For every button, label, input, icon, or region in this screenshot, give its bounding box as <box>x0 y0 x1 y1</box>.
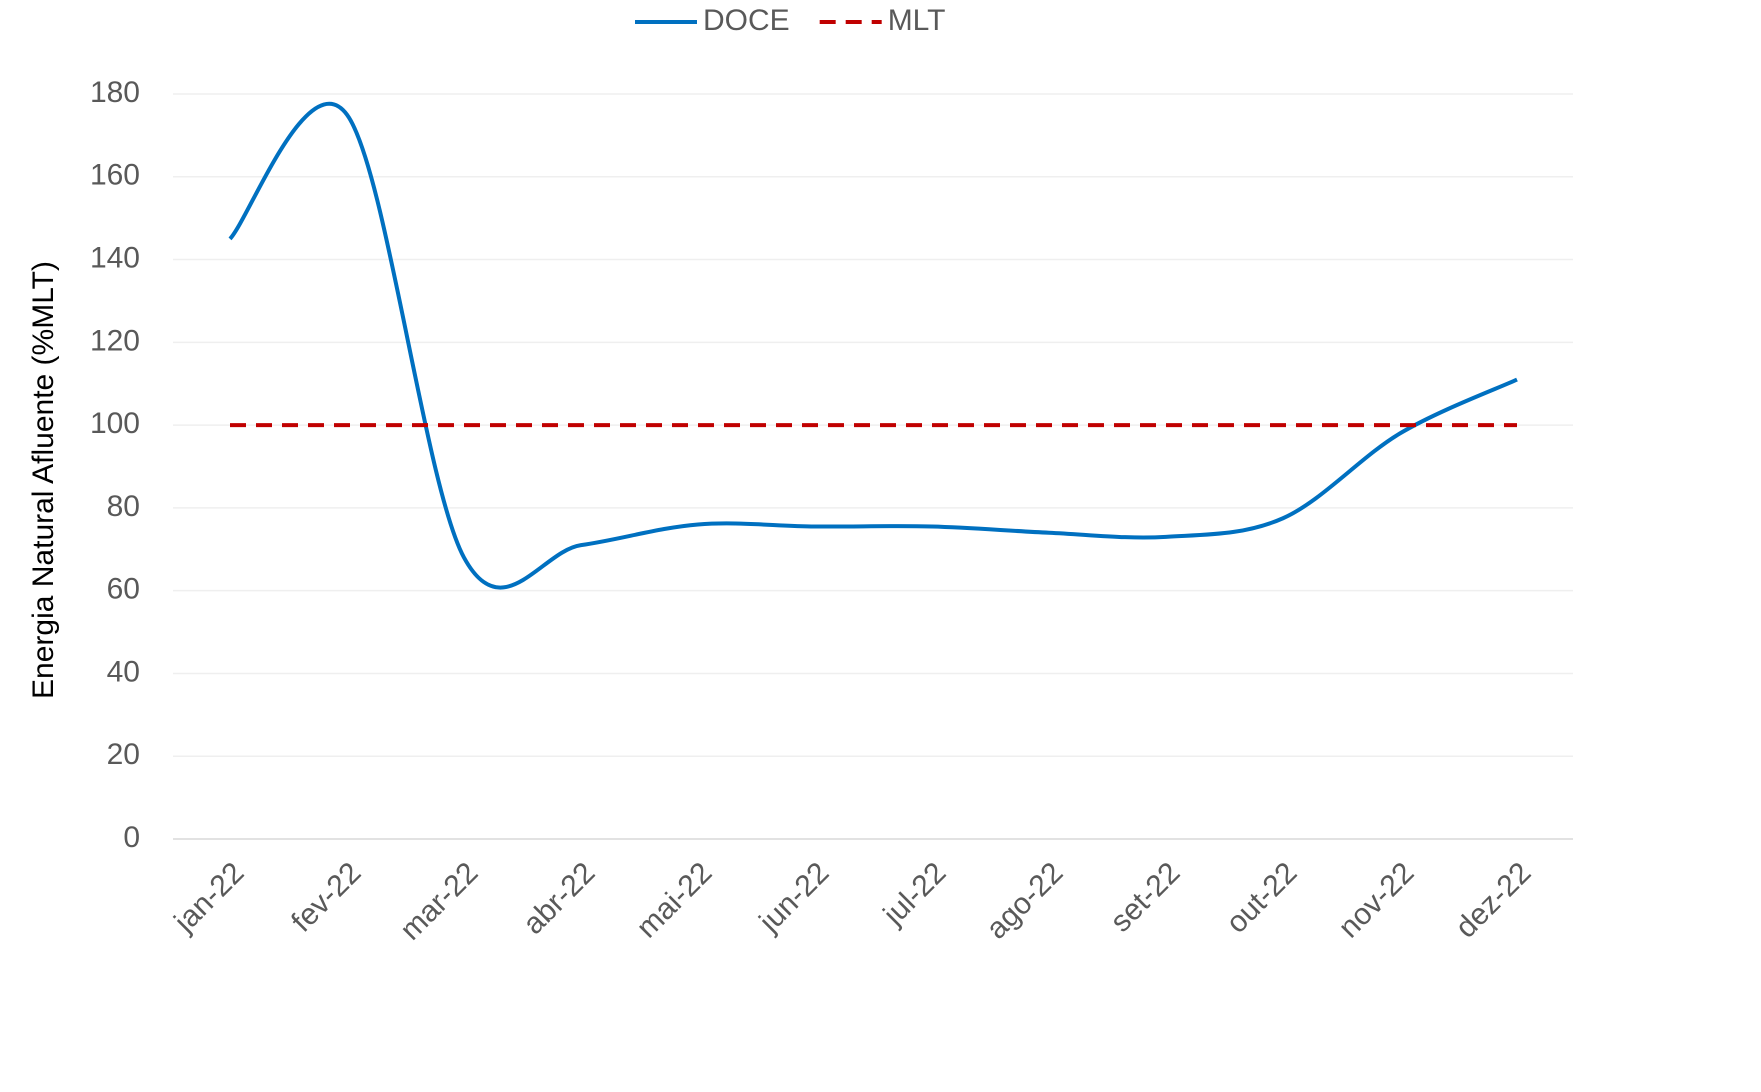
x-tick-label: jan-22 <box>168 856 251 939</box>
y-tick-label: 20 <box>107 738 140 771</box>
series-line <box>228 102 1518 590</box>
x-tick-label: set-22 <box>1104 856 1186 938</box>
y-tick-label: 100 <box>90 407 140 440</box>
x-tick-label: jun-22 <box>753 856 836 939</box>
x-tick-label: ago-22 <box>980 856 1069 945</box>
y-tick-label: 0 <box>123 821 140 854</box>
y-tick-label: 140 <box>90 241 140 274</box>
y-tick-label: 120 <box>90 324 140 357</box>
x-tick-label: mar-22 <box>394 856 485 947</box>
x-tick-label: out-22 <box>1220 856 1303 939</box>
x-tick-label: dez-22 <box>1449 856 1537 944</box>
legend-label: MLT <box>888 4 946 37</box>
x-tick-label: nov-22 <box>1332 856 1420 944</box>
x-tick-label: fev-22 <box>285 856 367 938</box>
x-tick-label: abr-22 <box>517 856 602 941</box>
x-tick-label: mai-22 <box>630 856 718 944</box>
y-tick-label: 160 <box>90 159 140 192</box>
x-tick-label: jul-22 <box>877 856 953 932</box>
legend-label: DOCE <box>703 4 790 37</box>
y-tick-label: 60 <box>107 573 140 606</box>
y-tick-label: 40 <box>107 655 140 688</box>
y-axis-title: Energia Natural Afluente (%MLT) <box>27 261 60 699</box>
y-tick-label: 180 <box>90 76 140 109</box>
y-tick-label: 80 <box>107 490 140 523</box>
